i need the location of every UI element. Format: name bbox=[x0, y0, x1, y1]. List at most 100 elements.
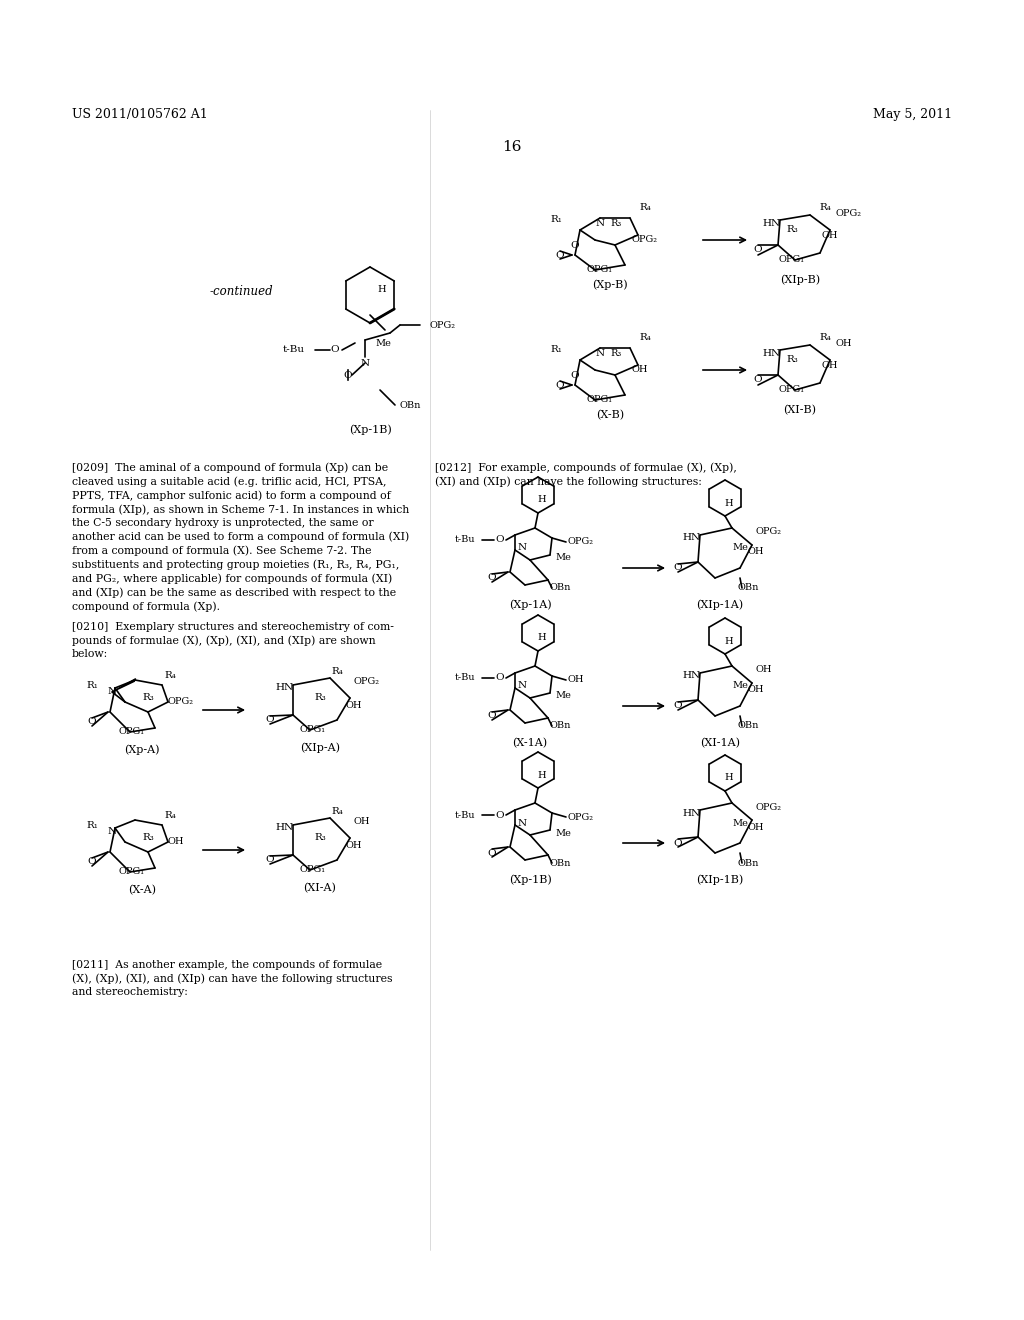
Text: (Xp-1A): (Xp-1A) bbox=[509, 599, 551, 610]
Text: N: N bbox=[517, 681, 526, 690]
Text: OPG₂: OPG₂ bbox=[168, 697, 194, 706]
Text: Me: Me bbox=[732, 818, 748, 828]
Text: R₃: R₃ bbox=[610, 348, 622, 358]
Text: N: N bbox=[517, 544, 526, 553]
Text: (X-1A): (X-1A) bbox=[512, 738, 548, 748]
Text: O: O bbox=[754, 246, 762, 255]
Text: (X-A): (X-A) bbox=[128, 884, 156, 895]
Text: O: O bbox=[496, 536, 504, 544]
Text: O: O bbox=[88, 718, 96, 726]
Text: OPG₂: OPG₂ bbox=[632, 235, 658, 244]
Text: N: N bbox=[517, 818, 526, 828]
Text: O: O bbox=[487, 849, 497, 858]
Text: OPG₁: OPG₁ bbox=[779, 256, 805, 264]
Text: R₃: R₃ bbox=[314, 833, 326, 842]
Text: R₃: R₃ bbox=[142, 833, 154, 842]
Text: OBn: OBn bbox=[738, 583, 760, 593]
Text: R₄: R₄ bbox=[819, 202, 830, 211]
Text: R₃: R₃ bbox=[786, 355, 798, 364]
Text: N: N bbox=[108, 828, 117, 837]
Text: R₄: R₄ bbox=[164, 671, 176, 680]
Text: (XI-B): (XI-B) bbox=[783, 405, 816, 416]
Text: OH: OH bbox=[748, 548, 765, 557]
Text: OPG₂: OPG₂ bbox=[568, 537, 594, 546]
Text: N: N bbox=[595, 219, 604, 227]
Text: R₃: R₃ bbox=[786, 226, 798, 235]
Text: OH: OH bbox=[345, 701, 361, 710]
Text: (XIp-1B): (XIp-1B) bbox=[696, 875, 743, 886]
Text: HN: HN bbox=[683, 533, 701, 543]
Text: Me: Me bbox=[375, 338, 391, 347]
Text: O: O bbox=[570, 240, 580, 249]
Text: R₃: R₃ bbox=[142, 693, 154, 702]
Text: May 5, 2011: May 5, 2011 bbox=[872, 108, 952, 121]
Text: R₁: R₁ bbox=[550, 215, 562, 224]
Text: OPG₁: OPG₁ bbox=[119, 727, 145, 737]
Text: H: H bbox=[538, 634, 547, 643]
Text: HN: HN bbox=[683, 808, 701, 817]
Text: O: O bbox=[344, 371, 352, 380]
Text: O: O bbox=[265, 715, 274, 725]
Text: (Xp-1B): (Xp-1B) bbox=[509, 875, 551, 886]
Text: O: O bbox=[556, 380, 564, 389]
Text: O: O bbox=[496, 673, 504, 682]
Text: H: H bbox=[725, 774, 733, 783]
Text: OH: OH bbox=[822, 360, 839, 370]
Text: t-Bu: t-Bu bbox=[455, 536, 475, 544]
Text: OH: OH bbox=[822, 231, 839, 239]
Text: OH: OH bbox=[345, 841, 361, 850]
Text: H: H bbox=[725, 636, 733, 645]
Text: OPG₁: OPG₁ bbox=[300, 726, 326, 734]
Text: HN: HN bbox=[275, 824, 294, 833]
Text: OPG₂: OPG₂ bbox=[835, 209, 861, 218]
Text: OBn: OBn bbox=[550, 583, 571, 593]
Text: R₄: R₄ bbox=[639, 333, 651, 342]
Text: H: H bbox=[538, 495, 547, 504]
Text: O: O bbox=[674, 701, 682, 710]
Text: HN: HN bbox=[763, 348, 781, 358]
Text: (XI-A): (XI-A) bbox=[303, 883, 337, 894]
Text: OPG₂: OPG₂ bbox=[568, 813, 594, 821]
Text: [0212]  For example, compounds of formulae (X), (Xp),
(XI) and (XIp) can have th: [0212] For example, compounds of formula… bbox=[435, 462, 737, 487]
Text: R₄: R₄ bbox=[164, 810, 176, 820]
Text: OH: OH bbox=[632, 366, 648, 375]
Text: R₃: R₃ bbox=[610, 219, 622, 227]
Text: [0211]  As another example, the compounds of formulae
(X), (Xp), (XI), and (XIp): [0211] As another example, the compounds… bbox=[72, 960, 392, 997]
Text: 16: 16 bbox=[502, 140, 522, 154]
Text: (Xp-A): (Xp-A) bbox=[124, 744, 160, 755]
Text: (XIp-1A): (XIp-1A) bbox=[696, 599, 743, 610]
Text: R₄: R₄ bbox=[819, 333, 830, 342]
Text: O: O bbox=[88, 858, 96, 866]
Text: R₄: R₄ bbox=[331, 808, 343, 817]
Text: Me: Me bbox=[555, 692, 570, 701]
Text: O: O bbox=[331, 346, 339, 355]
Text: O: O bbox=[556, 251, 564, 260]
Text: R₄: R₄ bbox=[639, 202, 651, 211]
Text: OPG₂: OPG₂ bbox=[430, 321, 456, 330]
Text: US 2011/0105762 A1: US 2011/0105762 A1 bbox=[72, 108, 208, 121]
Text: OPG₂: OPG₂ bbox=[755, 803, 781, 812]
Text: OH: OH bbox=[748, 685, 765, 694]
Text: OPG₁: OPG₁ bbox=[587, 265, 613, 275]
Text: O: O bbox=[487, 711, 497, 721]
Text: N: N bbox=[595, 348, 604, 358]
Text: H: H bbox=[538, 771, 547, 780]
Text: t-Bu: t-Bu bbox=[455, 673, 475, 682]
Text: R₄: R₄ bbox=[331, 668, 343, 676]
Text: O: O bbox=[754, 375, 762, 384]
Text: HN: HN bbox=[275, 684, 294, 693]
Text: t-Bu: t-Bu bbox=[283, 346, 305, 355]
Text: H: H bbox=[725, 499, 733, 507]
Text: R₁: R₁ bbox=[86, 821, 98, 829]
Text: OH: OH bbox=[353, 817, 370, 826]
Text: R₁: R₁ bbox=[86, 681, 98, 689]
Text: Me: Me bbox=[732, 544, 748, 553]
Text: O: O bbox=[496, 810, 504, 820]
Text: O: O bbox=[265, 855, 274, 865]
Text: OPG₁: OPG₁ bbox=[300, 866, 326, 874]
Text: OBn: OBn bbox=[738, 722, 760, 730]
Text: (XI-1A): (XI-1A) bbox=[700, 738, 740, 748]
Text: OH: OH bbox=[748, 822, 765, 832]
Text: OPG₂: OPG₂ bbox=[755, 528, 781, 536]
Text: t-Bu: t-Bu bbox=[455, 810, 475, 820]
